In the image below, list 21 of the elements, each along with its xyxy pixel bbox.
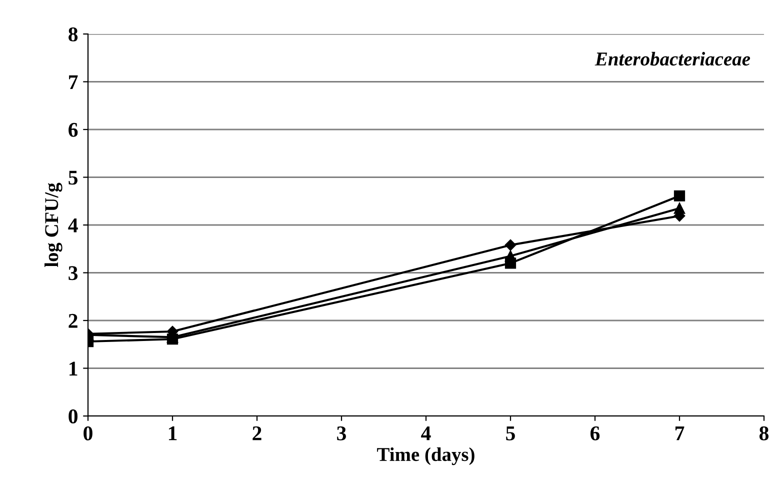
- x-tick-label: 0: [84, 426, 92, 440]
- y-tick-label: 1: [70, 362, 78, 376]
- y-tick-label: 0: [68, 409, 78, 424]
- y-tick-label: 3: [68, 266, 78, 280]
- y-tick-label: 7: [69, 75, 78, 89]
- y-tick-label: 5: [68, 170, 78, 185]
- text: Enterobacteriaceae: [594, 52, 750, 66]
- y-tick-label: 6: [68, 122, 78, 137]
- x-tick-label: 5: [506, 426, 515, 440]
- x-tick-label: 8: [759, 426, 769, 440]
- x-tick-label: 6: [590, 426, 600, 440]
- x-axis-title: Time (days): [377, 447, 474, 466]
- x-tick-label: 3: [337, 426, 346, 440]
- y-tick-label: 8: [68, 27, 78, 42]
- x-tick-label: 4: [421, 426, 431, 440]
- x-tick-label: 1: [168, 426, 177, 440]
- y-tick-label: 2: [68, 314, 78, 328]
- y-tick-label: 4: [68, 218, 78, 232]
- x-tick-label: 7: [675, 426, 684, 440]
- x-tick-label: 2: [252, 426, 262, 440]
- y-axis-title: log CFU/g: [44, 182, 62, 268]
